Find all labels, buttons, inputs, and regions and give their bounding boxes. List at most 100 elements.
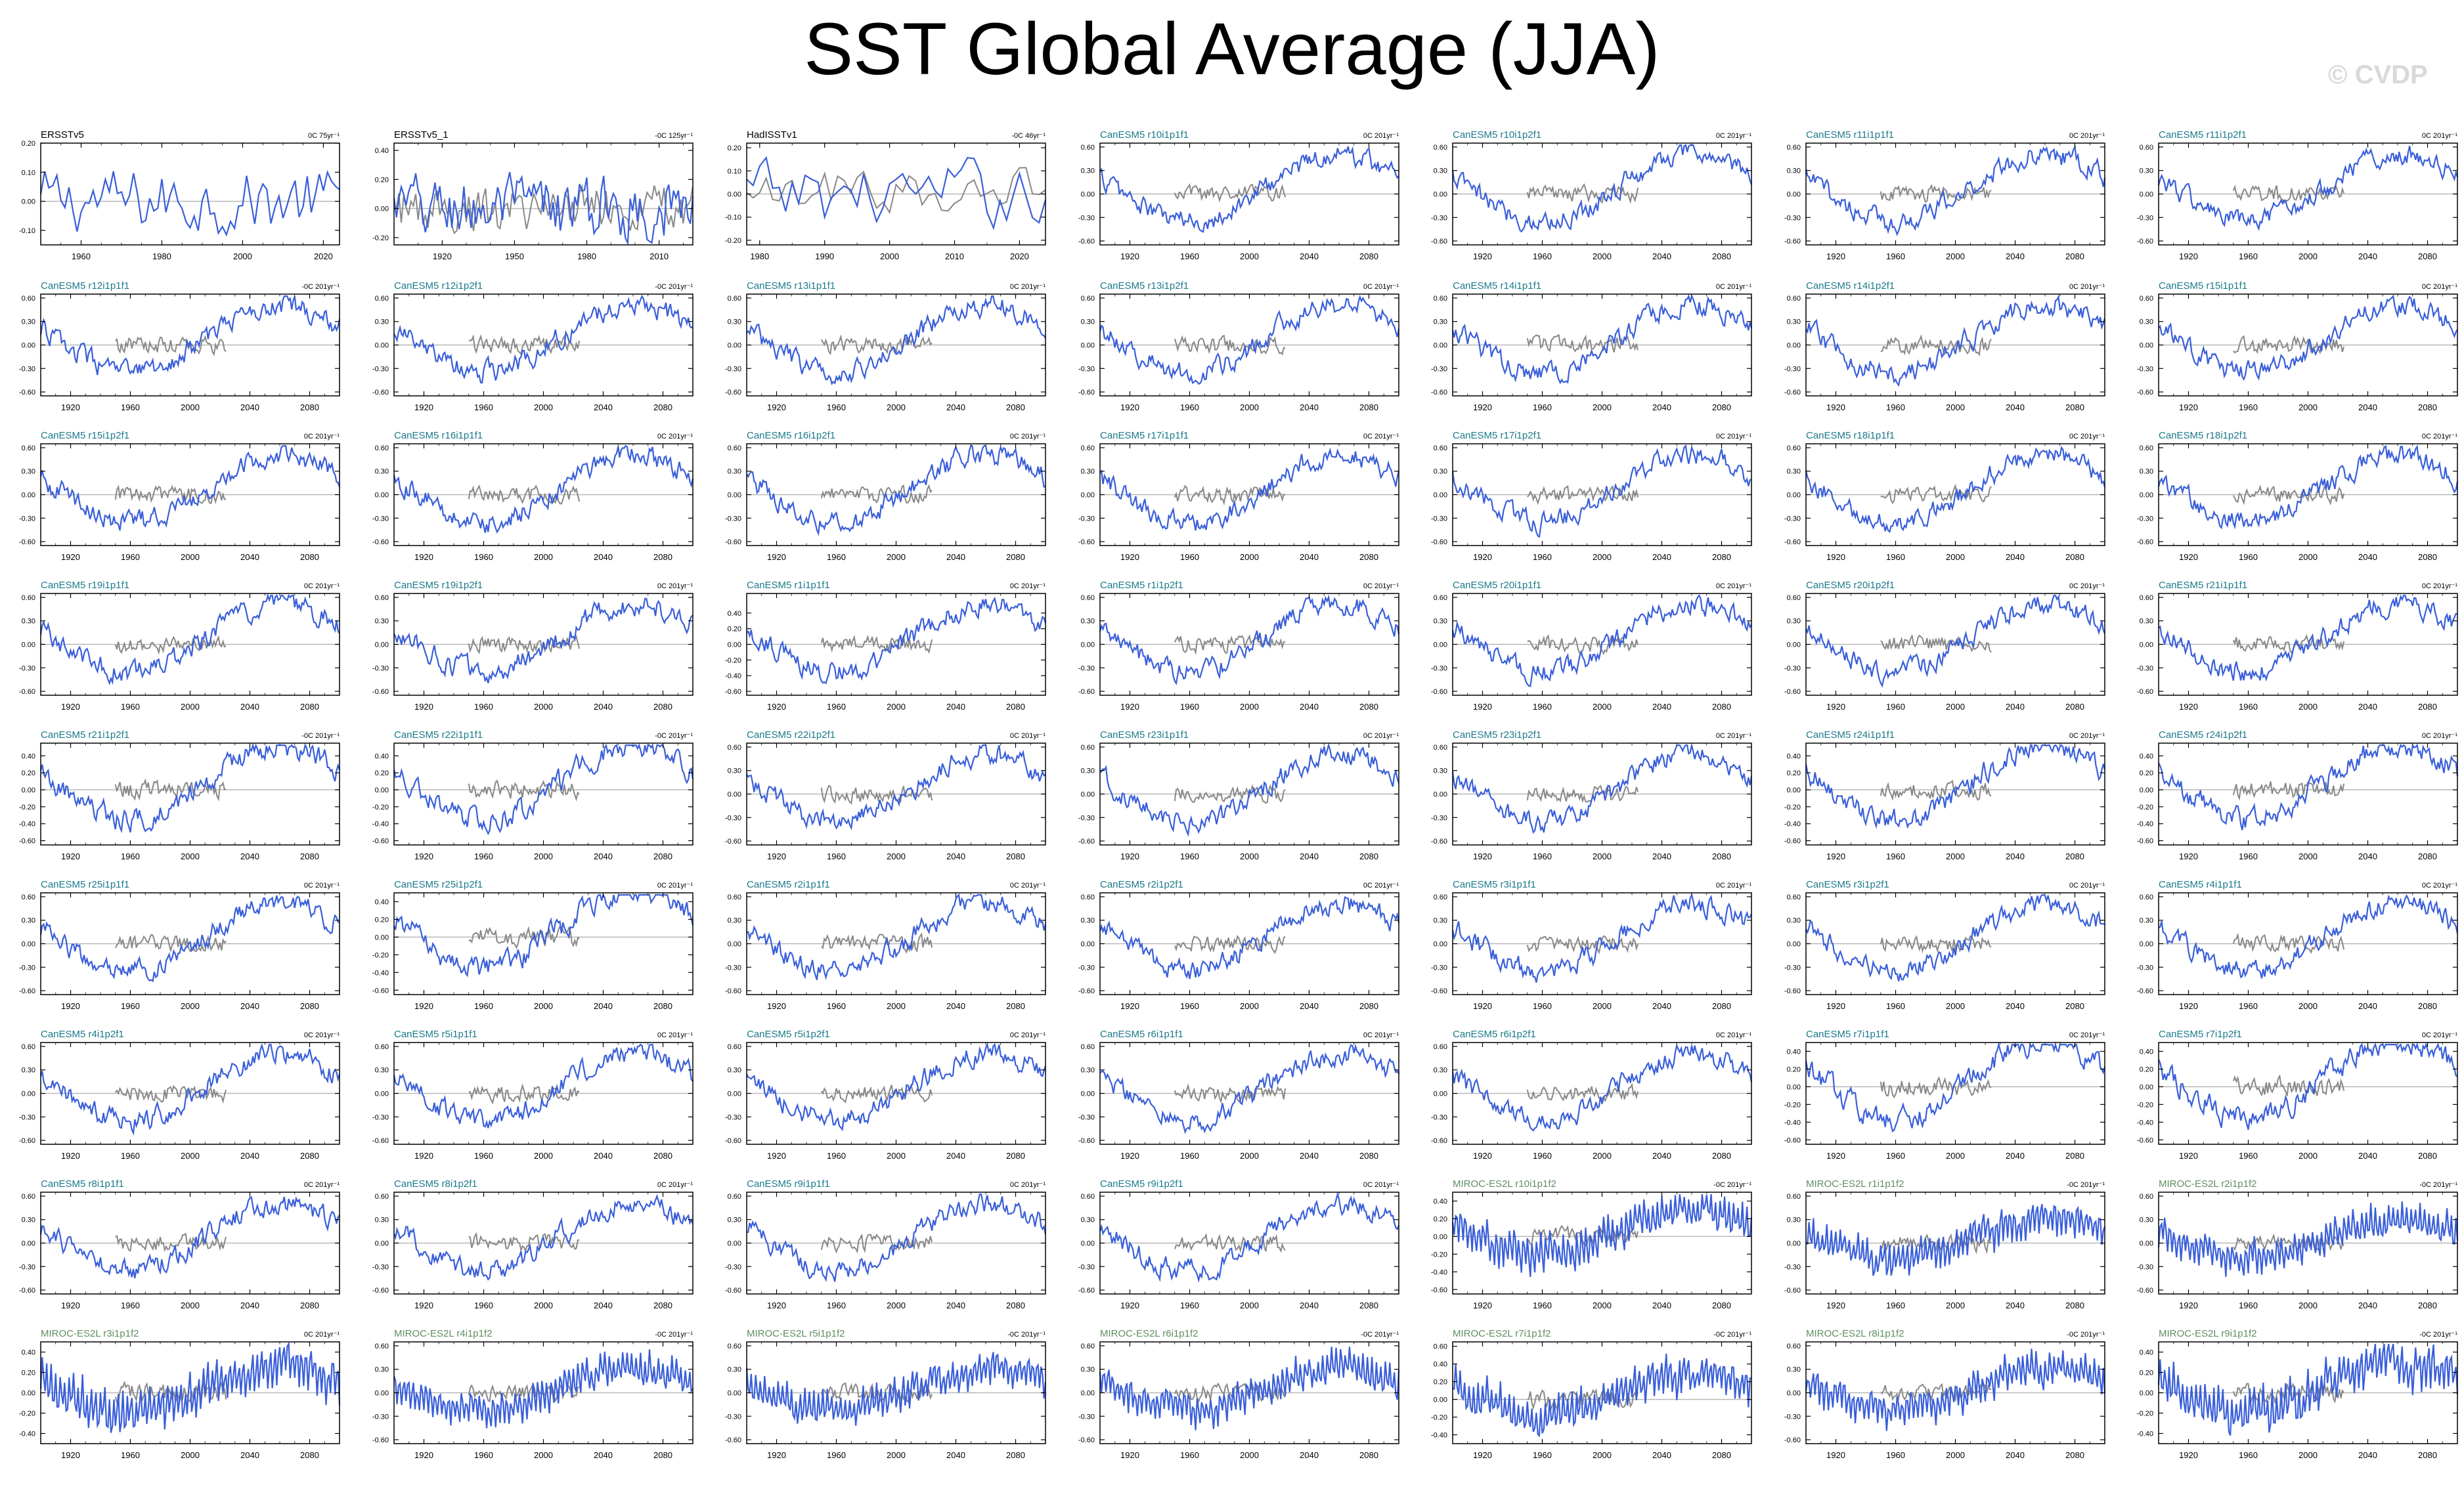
x-tick-label: 1920 — [1826, 851, 1845, 861]
y-tick-label: 0.60 — [22, 1193, 35, 1201]
y-tick-label: -0.60 — [1784, 238, 1801, 246]
y-tick-label: 0.30 — [1787, 318, 1801, 326]
y-tick-label: 0.30 — [2140, 917, 2153, 925]
x-tick-label: 1960 — [1533, 1151, 1552, 1161]
x-tick-label: 1920 — [2179, 251, 2198, 261]
x-tick-label: 2040 — [1652, 851, 1671, 861]
trend-label: -0C 125yr⁻¹ — [655, 132, 693, 140]
panel-51: CanESM5 r9i1p1f1 0C 201yr⁻¹ 0.60 0.30 0.00 -0… — [725, 1178, 1047, 1310]
y-tick-label: 0.30 — [728, 1067, 741, 1075]
x-tick-label: 2080 — [1006, 702, 1025, 712]
x-tick-label: 2040 — [946, 402, 965, 412]
panel-title: CanESM5 r7i1p1f1 — [1806, 1029, 1889, 1040]
panel-title: CanESM5 r21i1p1f1 — [2159, 580, 2247, 591]
x-tick-label: 1960 — [1180, 1151, 1199, 1161]
y-tick-label: 0.00 — [728, 641, 741, 649]
x-tick-label: 1960 — [2239, 1301, 2258, 1310]
trend-label: -0C 201yr⁻¹ — [2419, 1181, 2457, 1189]
x-tick-label: 1960 — [2239, 1151, 2258, 1161]
y-tick-label: 0.30 — [1434, 468, 1447, 476]
y-tick-label: 0.00 — [375, 205, 389, 213]
x-tick-label: 2000 — [1240, 851, 1259, 861]
panel-title: CanESM5 r15i1p1f1 — [2159, 280, 2247, 291]
series-line — [1451, 444, 1752, 538]
panel-10: CanESM5 r13i1p2f1 0C 201yr⁻¹ 0.60 0.30 0.00 -… — [1078, 280, 1400, 412]
panel-19: CanESM5 r18i1p1f1 0C 201yr⁻¹ 0.60 0.30 0.00 -… — [1784, 430, 2106, 562]
y-tick-label: 0.00 — [2140, 492, 2153, 500]
panel-title: CanESM5 r13i1p1f1 — [747, 280, 835, 291]
x-tick-label: 1960 — [1533, 1301, 1552, 1310]
trend-label: 0C 201yr⁻¹ — [657, 582, 693, 590]
series-line — [2158, 294, 2458, 381]
x-tick-label: 1920 — [61, 851, 80, 861]
obs-series-line — [1880, 935, 1992, 954]
x-tick-label: 2040 — [594, 552, 613, 562]
y-tick-label: -0.20 — [19, 804, 35, 811]
x-tick-label: 1920 — [2179, 1450, 2198, 1460]
y-tick-label: -0.60 — [725, 987, 741, 995]
x-tick-label: 2000 — [1240, 702, 1259, 712]
y-tick-label: -0.60 — [1078, 238, 1095, 246]
panel-0: ERSSTv5 0C 75yr⁻¹ 0.20 0.10 0.00 -0.10 1960 198… — [19, 129, 340, 261]
x-tick-label: 1960 — [827, 1450, 846, 1460]
x-tick-label: 2080 — [1712, 1151, 1731, 1161]
panel-title: MIROC-ES2L r9i1p1f2 — [2159, 1328, 2257, 1339]
y-tick-label: 0.60 — [1081, 144, 1095, 152]
x-tick-label: 2040 — [2358, 552, 2377, 562]
y-tick-label: 0.60 — [22, 295, 35, 303]
y-tick-label: -0.20 — [2137, 1101, 2153, 1109]
panel-title: CanESM5 r19i1p2f1 — [394, 580, 483, 591]
series-line — [39, 1043, 341, 1136]
series-line — [745, 1042, 1047, 1132]
trend-label: 0C 201yr⁻¹ — [1363, 283, 1399, 291]
x-tick-label: 2080 — [300, 1151, 319, 1161]
x-tick-label: 1960 — [1533, 851, 1552, 861]
x-tick-label: 2080 — [1712, 251, 1731, 261]
x-tick-label: 2000 — [534, 851, 553, 861]
trend-label: 0C 201yr⁻¹ — [1716, 582, 1751, 590]
y-tick-label: -0.20 — [372, 951, 389, 959]
x-tick-label: 1960 — [121, 1001, 140, 1011]
series-line — [1451, 892, 1752, 983]
series-line — [1805, 446, 2106, 533]
x-tick-label: 1960 — [827, 1301, 846, 1310]
y-tick-label: -0.30 — [1078, 964, 1095, 972]
x-tick-label: 1960 — [1886, 851, 1905, 861]
y-tick-label: 0.00 — [2140, 941, 2153, 949]
y-tick-label: 0.40 — [2140, 1048, 2153, 1056]
x-tick-label: 2040 — [2358, 402, 2377, 412]
x-tick-label: 1920 — [61, 1450, 80, 1460]
x-tick-label: 2000 — [534, 402, 553, 412]
panel-title: CanESM5 r8i1p2f1 — [394, 1178, 477, 1190]
obs-series-line — [1174, 1232, 1286, 1253]
series-line — [746, 596, 1047, 685]
y-tick-label: 0.60 — [1081, 295, 1095, 303]
x-tick-label: 1920 — [414, 702, 433, 712]
y-tick-label: 0.00 — [2140, 641, 2153, 649]
x-tick-label: 1960 — [474, 1001, 493, 1011]
x-tick-label: 2000 — [1240, 1151, 1259, 1161]
y-tick-label: 0.20 — [1434, 1379, 1447, 1387]
x-tick-label: 1920 — [1826, 251, 1845, 261]
x-tick-label: 2040 — [946, 851, 965, 861]
panel-title: CanESM5 r11i1p1f1 — [1806, 129, 1894, 140]
y-tick-label: 0.30 — [375, 1366, 389, 1374]
y-tick-label: 0.20 — [1434, 1215, 1447, 1223]
x-tick-label: 1920 — [1120, 251, 1139, 261]
x-tick-label: 1920 — [2179, 1001, 2198, 1011]
y-tick-label: 0.20 — [22, 1369, 35, 1377]
x-tick-label: 2000 — [181, 1450, 200, 1460]
x-tick-label: 2080 — [653, 851, 672, 861]
y-tick-label: -0.20 — [1431, 1251, 1447, 1259]
x-tick-label: 1960 — [2239, 702, 2258, 712]
y-tick-label: 0.30 — [728, 1366, 741, 1374]
trend-label: -0C 201yr⁻¹ — [301, 732, 340, 740]
y-tick-label: 0.60 — [22, 1043, 35, 1051]
x-tick-label: 1920 — [767, 702, 786, 712]
y-tick-label: -0.30 — [725, 365, 741, 373]
panel-title: CanESM5 r20i1p2f1 — [1806, 580, 1895, 591]
y-tick-label: 0.00 — [728, 1090, 741, 1098]
y-tick-label: -0.60 — [1784, 389, 1801, 397]
y-tick-label: 0.30 — [1787, 468, 1801, 476]
x-tick-label: 2000 — [1946, 1151, 1965, 1161]
